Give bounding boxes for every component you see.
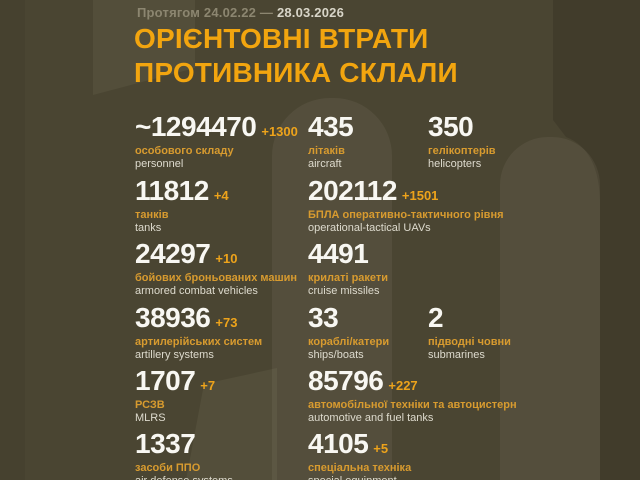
stat-air-defense: 1337 засоби ППО air defense systems <box>135 430 233 480</box>
stat-label-en: submarines <box>428 349 485 361</box>
stat-label-ua: танків <box>135 209 169 221</box>
stat-label-ua: РСЗВ <box>135 399 165 411</box>
stat-label-en: personnel <box>135 158 184 170</box>
period-date: 28.03.2026 <box>276 5 345 20</box>
stat-delta: +5 <box>373 441 389 456</box>
title-line-1: ОРІЄНТОВНІ ВТРАТИ <box>134 23 429 54</box>
stat-label-ua: літаків <box>308 145 345 157</box>
stat-delta: +7 <box>200 378 216 393</box>
stat-value: 85796 <box>308 365 384 396</box>
stat-value: 350 <box>428 111 474 142</box>
stat-label-en: ships/boats <box>308 349 364 361</box>
stat-helicopters: 350 гелікоптерів helicopters <box>428 113 496 171</box>
stat-label-en: artillery systems <box>135 349 214 361</box>
stat-value: 1707 <box>135 365 196 396</box>
stat-delta: +4 <box>213 188 229 203</box>
stat-label-ua: автомобільної техніки та автоцистерн <box>308 399 517 411</box>
stat-cruise-missiles: 4491 крилаті ракети cruise missiles <box>308 240 388 298</box>
stat-label-en: automotive and fuel tanks <box>308 412 434 424</box>
stat-value: 435 <box>308 111 354 142</box>
stat-label-en: special equipment <box>308 475 411 480</box>
stat-delta: +1300 <box>261 124 298 139</box>
stat-label-en: air defense systems <box>135 475 233 480</box>
stat-label-ua: особового складу <box>135 145 234 157</box>
stat-label-en: operational-tactical UAVs <box>308 222 431 234</box>
stat-delta: +227 <box>388 378 418 393</box>
stat-label-ua: артилерійських систем <box>135 336 263 348</box>
stat-submarines: 2 підводні човни submarines <box>428 304 511 362</box>
stat-special-equipment: 4105 +5 спеціальна техніка special equipm… <box>308 430 411 480</box>
stat-value: 4491 <box>308 238 369 269</box>
period-line: Протягом 24.02.22 — 28.03.2026 <box>137 5 344 20</box>
stat-label-en: aircraft <box>308 158 342 170</box>
stat-value: 33 <box>308 302 339 333</box>
stat-mlrs: 1707 +7 РСЗВ MLRS <box>135 367 215 425</box>
stat-value: 202112 <box>308 175 397 206</box>
stat-personnel: ~1294470 +1300 особового складу personnel <box>135 113 298 171</box>
stat-value: 1337 <box>135 428 196 459</box>
stat-label-en: tanks <box>135 222 162 234</box>
stat-label-ua: крилаті ракети <box>308 272 389 284</box>
stat-label-ua: кораблі/катери <box>308 336 390 348</box>
period-prefix: Протягом 24.02.22 — <box>137 5 274 20</box>
stat-label-ua: засоби ППО <box>135 462 201 474</box>
stat-value: 2 <box>428 302 444 333</box>
stat-uavs: 202112 +1501 БПЛА оперативно-тактичного р… <box>308 177 504 235</box>
stat-label-ua: підводні човни <box>428 336 511 348</box>
stat-delta: +1501 <box>401 188 439 203</box>
stat-label-en: MLRS <box>135 412 166 424</box>
stat-armored-vehicles: 24297 +10 бойових броньованих машин armor… <box>135 240 297 298</box>
stat-label-en: armored combat vehicles <box>135 285 258 297</box>
stat-value: 11812 <box>135 175 209 206</box>
stat-automotive: 85796 +227 автомобільної техніки та автоц… <box>308 367 517 425</box>
stat-label-ua: гелікоптерів <box>428 145 496 157</box>
stat-tanks: 11812 +4 танків tanks <box>135 177 229 235</box>
stat-value: 4105 <box>308 428 369 459</box>
stat-delta: +73 <box>215 315 238 330</box>
stat-artillery: 38936 +73 артилерійських систем artillery… <box>135 304 262 362</box>
stat-value: 24297 <box>135 238 211 269</box>
stat-value: ~1294470 <box>135 111 257 142</box>
stat-label-ua: спеціальна техніка <box>308 462 412 474</box>
stat-label-ua: БПЛА оперативно-тактичного рівня <box>308 209 504 221</box>
stat-label-ua: бойових броньованих машин <box>135 272 298 284</box>
stat-value: 38936 <box>135 302 211 333</box>
stat-label-en: helicopters <box>428 158 482 170</box>
stat-delta: +10 <box>215 251 238 266</box>
title-line-2: ПРОТИВНИКА СКЛАЛИ <box>134 57 458 88</box>
stat-aircraft: 435 літаків aircraft <box>308 113 358 171</box>
page-title: ОРІЄНТОВНІ ВТРАТИ ПРОТИВНИКА СКЛАЛИ <box>134 22 458 90</box>
stat-label-en: cruise missiles <box>308 285 380 297</box>
stat-ships: 33 кораблі/катери ships/boats <box>308 304 389 362</box>
